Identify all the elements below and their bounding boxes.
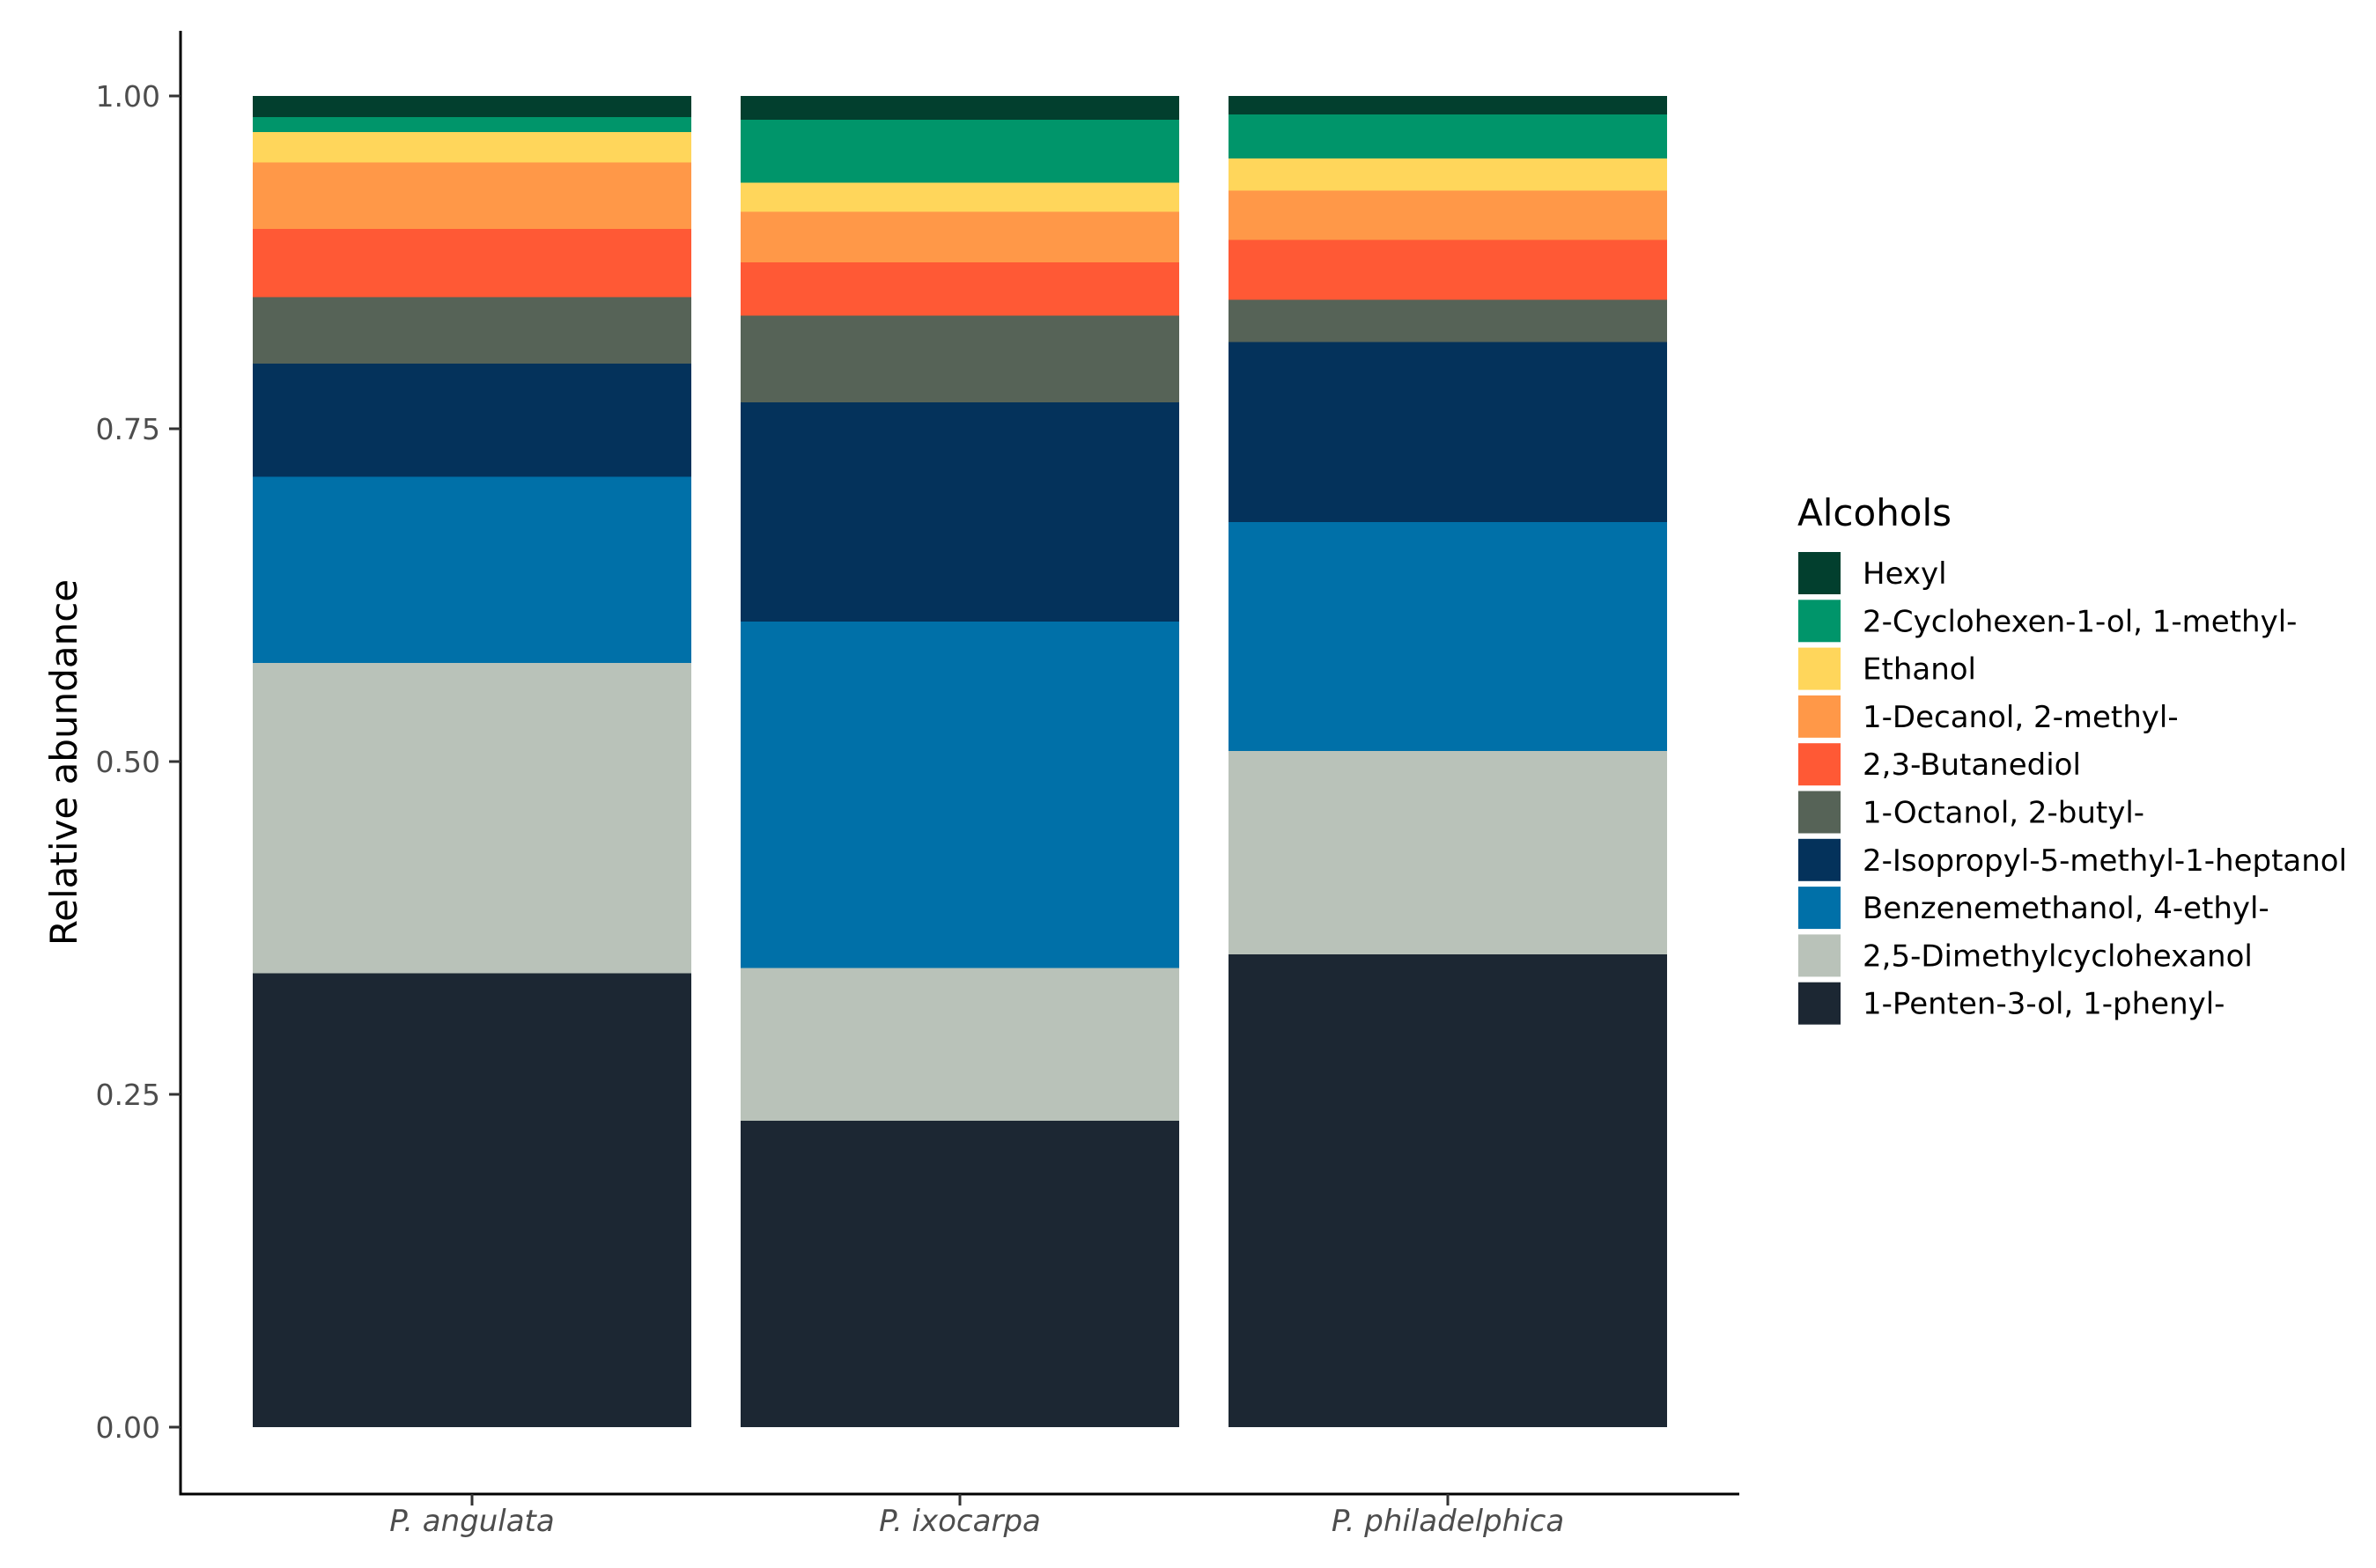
legend-label: Hexyl — [1863, 556, 1947, 592]
legend-label: 2-Cyclohexen-1-ol, 1-methyl- — [1863, 604, 2297, 639]
y-tick-label: 0.50 — [96, 745, 160, 779]
bar-segment-p-angulata-1-penten-3-ol-1-phenyl — [253, 973, 691, 1427]
bar-segment-p-ixocarpa-2-cyclohexen-1-ol-1-methyl — [741, 120, 1179, 183]
legend-label: Ethanol — [1863, 652, 1976, 688]
bar-segment-p-philadelphica-2-3-butanediol — [1229, 239, 1667, 300]
legend-item-2-isopropyl-5-methyl-1-heptanol: 2-Isopropyl-5-methyl-1-heptanol — [1798, 838, 2347, 881]
bar-segment-p-philadelphica-ethanol — [1229, 158, 1667, 191]
y-axis-title: Relative abundance — [42, 579, 85, 946]
legend-swatch — [1798, 647, 1841, 690]
legend: Alcohols Hexyl 2-Cyclohexen-1-ol, 1-methy… — [1797, 491, 2347, 1025]
bar-segment-p-philadelphica-benzenemethanol-4-ethyl — [1229, 521, 1667, 751]
y-tick-label: 0.75 — [96, 412, 160, 446]
legend-item-ethanol: Ethanol — [1798, 647, 1976, 690]
legend-label: 2-Isopropyl-5-methyl-1-heptanol — [1863, 843, 2347, 879]
y-tick-label: 1.00 — [96, 79, 160, 114]
bar-segment-p-ixocarpa-1-decanol-2-methyl — [741, 211, 1179, 262]
legend-swatch — [1798, 982, 1841, 1025]
y-tick-label: 0.25 — [96, 1078, 160, 1112]
bar-segment-p-ixocarpa-2-3-butanediol — [741, 262, 1179, 316]
bar-segment-p-philadelphica-hexyl — [1229, 96, 1667, 115]
x-tick-label-p-philadelphica: P. philadelphica — [1332, 1504, 1564, 1539]
y-tick-label: 0.00 — [96, 1410, 160, 1445]
bar-segment-p-angulata-1-decanol-2-methyl — [253, 162, 691, 230]
legend-swatch — [1798, 552, 1841, 594]
x-tick-label-p-angulata: P. angulata — [389, 1504, 554, 1539]
bar-stack-p-philadelphica — [1229, 96, 1667, 1427]
x-ticks: P. angulata P. ixocarpa P. philadelphica — [389, 1494, 1564, 1539]
legend-label: 1-Decanol, 2-methyl- — [1863, 700, 2179, 735]
bars-layer — [253, 96, 1667, 1427]
legend-swatch — [1798, 887, 1841, 930]
bar-segment-p-ixocarpa-1-penten-3-ol-1-phenyl — [741, 1121, 1179, 1427]
legend-label: 1-Octanol, 2-butyl- — [1863, 796, 2144, 831]
bar-segment-p-angulata-1-octanol-2-butyl — [253, 297, 691, 364]
legend-item-1-decanol-2-methyl: 1-Decanol, 2-methyl- — [1798, 695, 2179, 738]
x-tick-label-p-ixocarpa: P. ixocarpa — [879, 1504, 1041, 1539]
legend-swatch — [1798, 934, 1841, 977]
bar-segment-p-angulata-benzenemethanol-4-ethyl — [253, 476, 691, 664]
legend-item-1-octanol-2-butyl: 1-Octanol, 2-butyl- — [1798, 791, 2144, 834]
bar-segment-p-philadelphica-2-cyclohexen-1-ol-1-methyl — [1229, 114, 1667, 159]
bar-segment-p-philadelphica-1-penten-3-ol-1-phenyl — [1229, 954, 1667, 1427]
bar-segment-p-ixocarpa-hexyl — [741, 96, 1179, 121]
bar-stack-p-ixocarpa — [741, 96, 1179, 1427]
legend-label: 1-Penten-3-ol, 1-phenyl- — [1863, 987, 2225, 1022]
legend-swatch — [1798, 838, 1841, 881]
bar-segment-p-philadelphica-1-octanol-2-butyl — [1229, 299, 1667, 342]
legend-item-benzenemethanol-4-ethyl: Benzenemethanol, 4-ethyl- — [1798, 887, 2269, 930]
legend-swatch — [1798, 695, 1841, 738]
bar-segment-p-angulata-2-isopropyl-5-methyl-1-heptanol — [253, 363, 691, 477]
bar-segment-p-ixocarpa-1-octanol-2-butyl — [741, 315, 1179, 402]
legend-item-1-penten-3-ol-1-phenyl: 1-Penten-3-ol, 1-phenyl- — [1798, 982, 2225, 1025]
bar-segment-p-ixocarpa-ethanol — [741, 182, 1179, 212]
legend-swatch — [1798, 791, 1841, 834]
bar-segment-p-angulata-2-cyclohexen-1-ol-1-methyl — [253, 117, 691, 132]
bar-segment-p-angulata-2-5-dimethylcyclohexanol — [253, 663, 691, 974]
bar-segment-p-ixocarpa-benzenemethanol-4-ethyl — [741, 622, 1179, 968]
bar-segment-p-philadelphica-1-decanol-2-methyl — [1229, 190, 1667, 240]
legend-item-2-5-dimethylcyclohexanol: 2,5-Dimethylcyclohexanol — [1798, 934, 2253, 977]
bar-segment-p-angulata-ethanol — [253, 131, 691, 163]
legend-item-hexyl: Hexyl — [1798, 552, 1947, 594]
bar-segment-p-philadelphica-2-isopropyl-5-methyl-1-heptanol — [1229, 342, 1667, 522]
y-ticks: 0.00 0.25 0.50 0.75 1.00 — [96, 79, 181, 1445]
bar-segment-p-philadelphica-2-5-dimethylcyclohexanol — [1229, 750, 1667, 955]
legend-item-2-cyclohexen-1-ol-1-methyl: 2-Cyclohexen-1-ol, 1-methyl- — [1798, 600, 2297, 643]
bar-segment-p-ixocarpa-2-5-dimethylcyclohexanol — [741, 968, 1179, 1122]
legend-label: 2,5-Dimethylcyclohexanol — [1863, 939, 2253, 974]
bar-segment-p-angulata-2-3-butanediol — [253, 229, 691, 298]
legend-label: 2,3-Butanediol — [1863, 747, 2081, 783]
legend-item-2-3-butanediol: 2,3-Butanediol — [1798, 743, 2081, 786]
bar-segment-p-angulata-hexyl — [253, 96, 691, 118]
bar-stack-p-angulata — [253, 96, 691, 1427]
legend-label: Benzenemethanol, 4-ethyl- — [1863, 891, 2269, 926]
legend-swatch — [1798, 600, 1841, 643]
legend-title: Alcohols — [1797, 491, 1952, 534]
bar-segment-p-ixocarpa-2-isopropyl-5-methyl-1-heptanol — [741, 401, 1179, 622]
legend-swatch — [1798, 743, 1841, 786]
